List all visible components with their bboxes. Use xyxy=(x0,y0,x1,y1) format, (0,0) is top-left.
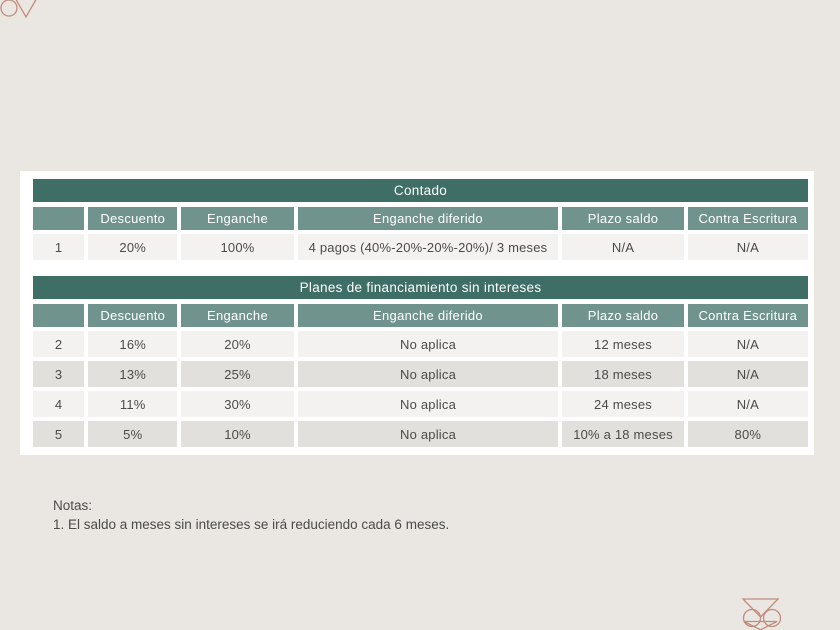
table-cell: 18 meses xyxy=(562,361,684,387)
column-header-plazo-saldo: Plazo saldo xyxy=(562,207,684,230)
table-cell: 4 pagos (40%-20%-20%-20%)/ 3 meses xyxy=(297,234,559,260)
table-spacer xyxy=(33,260,808,276)
row-number: 5 xyxy=(33,421,85,447)
table-cell: 100% xyxy=(181,234,294,260)
table-cell: 20% xyxy=(181,331,294,357)
row-number: 4 xyxy=(33,391,85,417)
column-header-blank xyxy=(33,207,85,230)
row-number: 1 xyxy=(33,234,85,260)
planes-table: Descuento Enganche Enganche diferido Pla… xyxy=(33,304,808,447)
row-number: 3 xyxy=(33,361,85,387)
planes-banner: Planes de financiamiento sin intereses xyxy=(33,276,808,299)
contado-banner: Contado xyxy=(33,179,808,202)
table-cell: No aplica xyxy=(297,361,559,387)
note-item: 1. El saldo a meses sin intereses se irá… xyxy=(53,517,450,532)
table-cell: 24 meses xyxy=(562,391,684,417)
column-header-contra-escritura: Contra Escritura xyxy=(687,207,808,230)
column-header-contra-escritura: Contra Escritura xyxy=(687,304,808,327)
table-cell: 13% xyxy=(88,361,178,387)
table-cell: No aplica xyxy=(297,331,559,357)
column-header-descuento: Descuento xyxy=(88,207,178,230)
column-header-enganche-diferido: Enganche diferido xyxy=(297,207,559,230)
table-cell: 10% a 18 meses xyxy=(562,421,684,447)
column-header-enganche-diferido: Enganche diferido xyxy=(297,304,559,327)
table-cell: N/A xyxy=(687,331,808,357)
table-cell: N/A xyxy=(687,391,808,417)
row-number: 2 xyxy=(33,331,85,357)
table-cell: N/A xyxy=(687,234,808,260)
table-cell: No aplica xyxy=(297,421,559,447)
table-cell: 11% xyxy=(88,391,178,417)
column-header-enganche: Enganche xyxy=(181,207,294,230)
contado-table: Descuento Enganche Enganche diferido Pla… xyxy=(33,207,808,260)
table-cell: 16% xyxy=(88,331,178,357)
pricing-panel: Contado Descuento Enganche Enganche dife… xyxy=(20,171,814,455)
column-header-descuento: Descuento xyxy=(88,304,178,327)
table-cell: 30% xyxy=(181,391,294,417)
table-cell: 12 meses xyxy=(562,331,684,357)
table-cell: N/A xyxy=(687,361,808,387)
table-cell: No aplica xyxy=(297,391,559,417)
table-cell: N/A xyxy=(562,234,684,260)
notes-title: Notas: xyxy=(53,498,93,513)
table-cell: 20% xyxy=(88,234,178,260)
table-cell: 5% xyxy=(88,421,178,447)
table-cell: 10% xyxy=(181,421,294,447)
table-cell: 25% xyxy=(181,361,294,387)
table-cell: 80% xyxy=(687,421,808,447)
column-header-enganche: Enganche xyxy=(181,304,294,327)
column-header-plazo-saldo: Plazo saldo xyxy=(562,304,684,327)
triangles-circles-icon xyxy=(741,598,782,630)
circle-triangle-icon xyxy=(0,0,37,19)
notes-block: Notas: 1. El saldo a meses sin intereses… xyxy=(53,496,449,534)
column-header-blank xyxy=(33,304,85,327)
